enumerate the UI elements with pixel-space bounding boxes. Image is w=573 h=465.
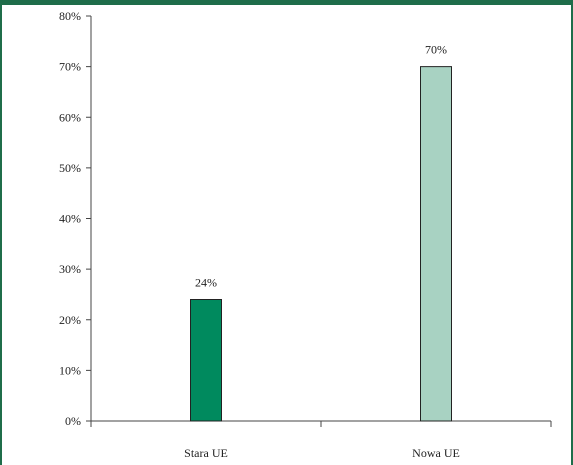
y-tick-label: 10% <box>59 363 81 377</box>
y-axis: 0% 10% 20% 30% 40% 50% 60% 70% 80% <box>59 9 92 428</box>
y-tick-label: 70% <box>59 60 81 74</box>
data-label: 70% <box>425 43 447 57</box>
y-tick-label: 60% <box>59 110 81 124</box>
bar-stara-ue <box>190 299 222 422</box>
y-tick-label: 80% <box>59 9 81 23</box>
y-tick-label: 0% <box>65 414 81 428</box>
y-tick-label: 20% <box>59 313 81 327</box>
data-labels: 24% 70% <box>195 43 447 290</box>
bars <box>190 66 452 422</box>
y-tick-label: 50% <box>59 161 81 175</box>
x-axis: Stara UE Nowa UE <box>90 420 552 460</box>
y-tick-label: 40% <box>59 212 81 226</box>
bar-nowa-ue <box>420 66 452 422</box>
x-tick-label: Stara UE <box>184 446 228 460</box>
data-label: 24% <box>195 276 217 290</box>
y-tick-label: 30% <box>59 262 81 276</box>
x-tick-label: Nowa UE <box>412 446 460 460</box>
header-bar <box>0 0 573 5</box>
